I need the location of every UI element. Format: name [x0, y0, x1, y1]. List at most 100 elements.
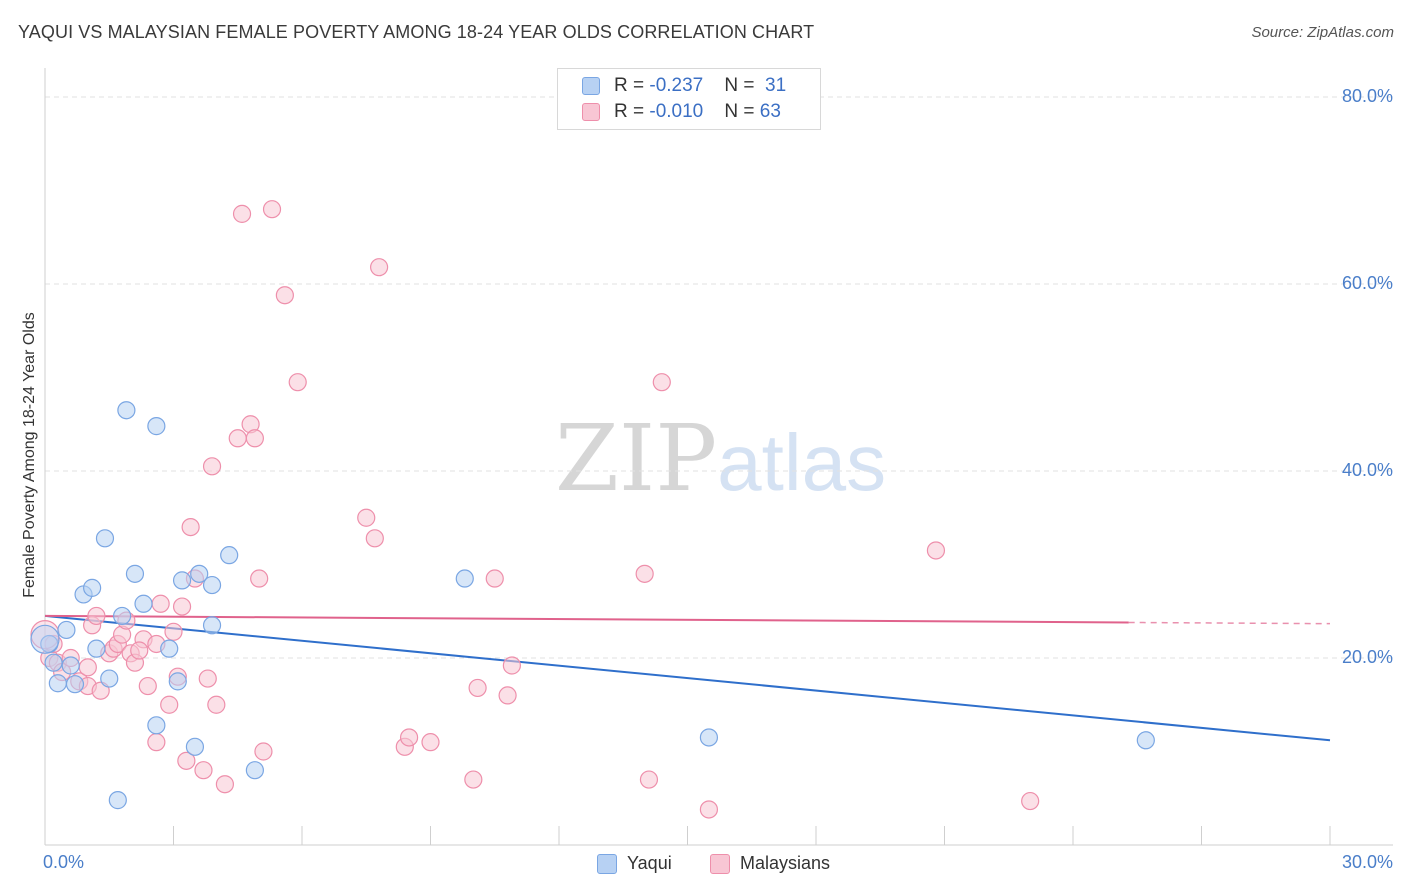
malay-point	[164, 622, 183, 641]
malay-point	[181, 517, 200, 537]
yaqui-point	[112, 606, 132, 626]
yaqui-point	[190, 564, 209, 583]
x-tick-label: 0.0%	[43, 852, 85, 872]
malay-swatch	[582, 103, 600, 121]
x-tick-label: 30.0%	[1341, 852, 1393, 872]
stats-text-yaqui: R = -0.237 N = 31	[614, 75, 787, 96]
yaqui-point	[202, 616, 222, 635]
malay-point	[502, 656, 521, 675]
y-tick-label: 40.0%	[1341, 460, 1393, 480]
y-tick-label: 80.0%	[1341, 86, 1393, 106]
malay-point	[639, 770, 659, 789]
yaqui-point	[44, 653, 63, 672]
yaqui-point	[117, 401, 136, 420]
yaqui-point	[95, 529, 115, 548]
malay-point	[464, 770, 483, 789]
malay-point	[635, 564, 654, 583]
yaqui-point	[134, 594, 153, 613]
malay-trend-extension	[1128, 621, 1331, 625]
legend-swatch-malaysians	[710, 854, 730, 874]
malay-point	[399, 728, 419, 747]
malay-point	[194, 761, 213, 780]
malay-point	[202, 457, 222, 476]
legend-swatch-yaqui	[597, 854, 617, 874]
yaqui-point	[147, 417, 166, 436]
yaqui-point	[65, 675, 85, 694]
yaqui-point	[100, 669, 119, 688]
malay-point	[245, 429, 264, 448]
y-tick-label: 60.0%	[1341, 273, 1393, 293]
y-axis-title: Female Poverty Among 18-24 Year Olds	[21, 312, 38, 598]
yaqui-point	[220, 546, 239, 565]
malay-point	[198, 669, 217, 688]
malay-point	[357, 508, 376, 527]
malay-point	[254, 742, 273, 761]
malay-point	[232, 204, 252, 223]
watermark-atlas: atlas	[717, 418, 887, 507]
yaqui-point	[185, 737, 205, 756]
malay-point	[78, 658, 97, 677]
source-credit: Source: ZipAtlas.com	[1251, 24, 1394, 41]
yaqui-trend-line	[44, 614, 1331, 742]
watermark: ZIPatlas	[555, 405, 886, 512]
yaqui-point	[108, 791, 127, 810]
malay-point	[147, 733, 166, 752]
watermark-zip: ZIP	[555, 405, 718, 512]
malay-point	[87, 606, 106, 626]
yaqui-point	[30, 624, 60, 654]
yaqui-point	[160, 639, 179, 658]
legend-label-malaysians: Malaysians	[740, 853, 831, 873]
malay-point	[228, 429, 247, 448]
stats-text-malay: R = -0.010 N = 63	[614, 101, 781, 122]
malay-point	[207, 695, 226, 714]
yaqui-point	[202, 575, 222, 595]
yaqui-point	[245, 761, 264, 780]
yaqui-point	[57, 620, 76, 640]
stats-legend: R = -0.237 N = 31 R = -0.010 N = 63	[557, 68, 821, 130]
malay-point	[215, 775, 234, 794]
yaqui-point	[168, 672, 187, 691]
malay-point	[160, 695, 179, 714]
malay-point	[262, 200, 282, 219]
malay-point	[365, 529, 384, 548]
y-tick-label: 20.0%	[1341, 647, 1393, 667]
yaqui-point	[455, 569, 474, 588]
malay-point	[926, 541, 946, 560]
malay-points	[30, 200, 1040, 819]
malay-point	[250, 569, 269, 588]
yaqui-point	[1136, 731, 1155, 750]
grid-lines	[45, 96, 1393, 659]
malay-point	[288, 373, 307, 392]
malay-point	[370, 258, 389, 277]
malay-point	[699, 800, 719, 819]
axes	[44, 68, 1393, 846]
yaqui-point	[125, 564, 145, 583]
malay-point	[138, 676, 157, 696]
yaqui-trend-group	[44, 614, 1331, 742]
malay-point	[498, 686, 517, 705]
yaqui-point	[147, 716, 166, 735]
malay-point	[130, 641, 149, 660]
series-legend: Yaqui Malaysians	[0, 852, 1406, 876]
malay-point	[275, 286, 294, 305]
malay-point	[1021, 791, 1040, 811]
yaqui-point	[172, 571, 192, 590]
malay-trend-line	[44, 614, 1129, 624]
legend-label-yaqui: Yaqui	[627, 853, 672, 873]
yaqui-swatch	[582, 77, 600, 95]
malay-point	[177, 751, 196, 770]
yaqui-point	[87, 639, 106, 658]
yaqui-point	[699, 728, 719, 747]
yaqui-points	[30, 401, 1155, 810]
chart-title: YAQUI VS MALAYSIAN FEMALE POVERTY AMONG …	[18, 22, 815, 42]
malay-point	[485, 569, 504, 588]
malay-point	[151, 594, 170, 613]
malay-point	[468, 678, 487, 698]
malay-point	[421, 733, 440, 752]
malay-point	[172, 597, 192, 616]
yaqui-point	[83, 578, 102, 597]
malay-point	[652, 373, 671, 392]
yaqui-point	[48, 674, 67, 693]
yaqui-point	[61, 656, 80, 675]
